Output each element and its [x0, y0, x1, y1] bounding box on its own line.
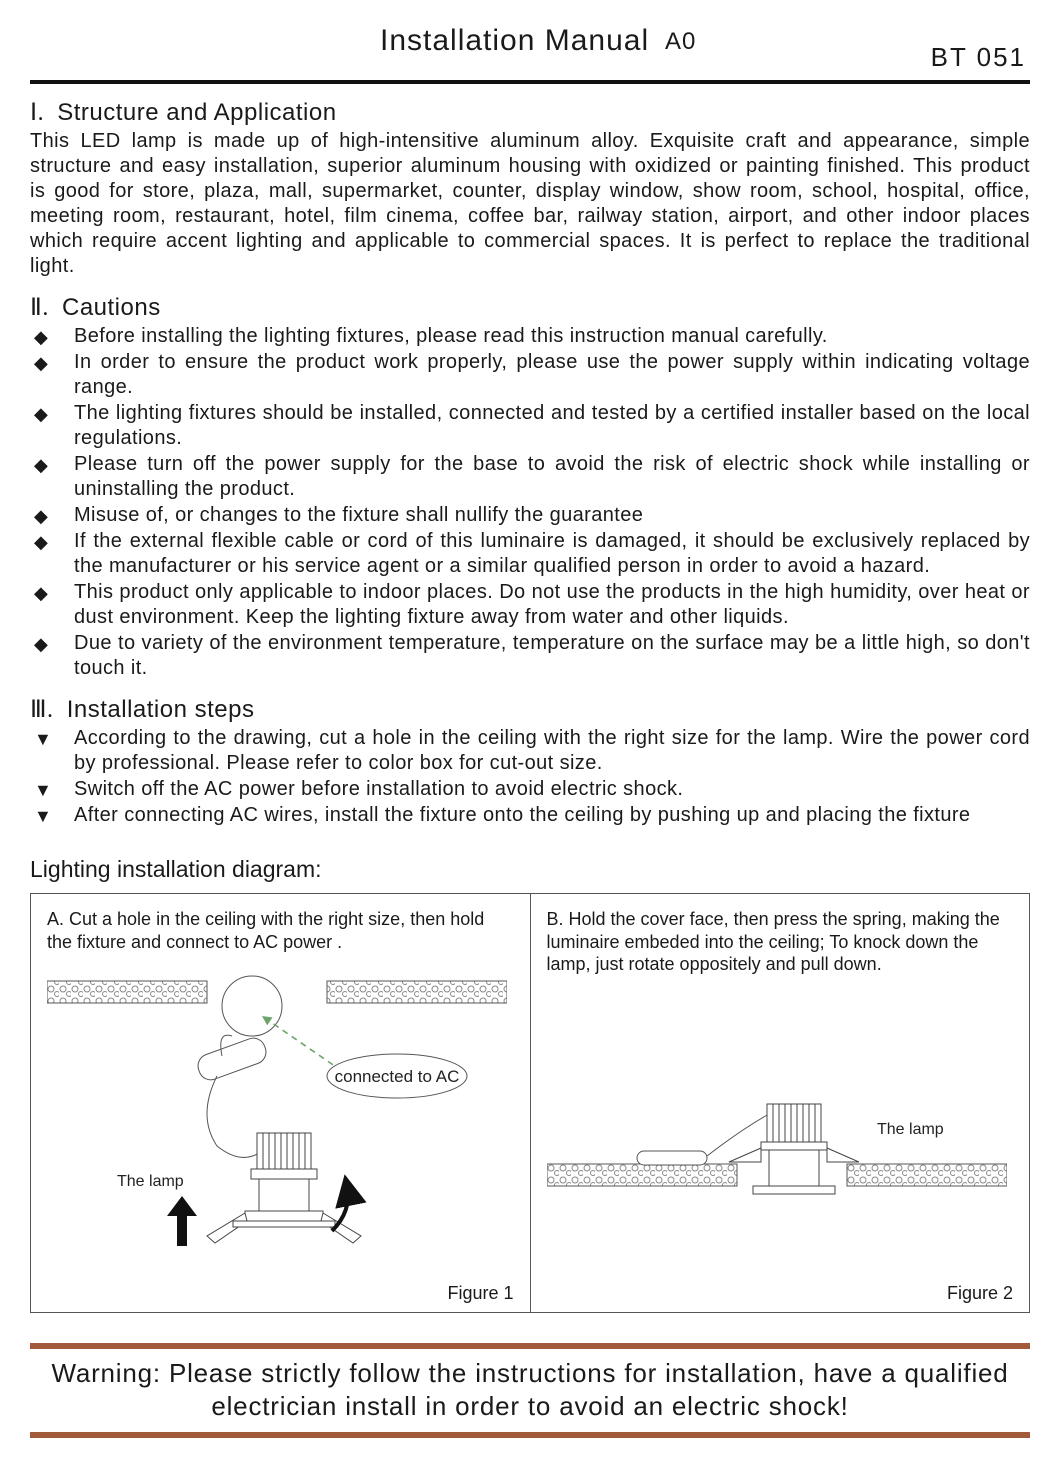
- list-item-text: In order to ensure the product work prop…: [74, 351, 1030, 398]
- panel-b-caption: B. Hold the cover face, then press the s…: [547, 908, 1014, 976]
- list-item: ◆ Before installing the lighting fixtures…: [30, 324, 1030, 349]
- section3-heading: Ⅲ. Installation steps: [30, 695, 1030, 724]
- list-item-text: If the external flexible cable or cord o…: [74, 530, 1030, 577]
- bullet-icon: ◆: [34, 582, 48, 605]
- list-item-text: This product only applicable to indoor p…: [74, 581, 1030, 628]
- doc-title: Installation Manual: [380, 24, 649, 58]
- steps-list: ▼ According to the drawing, cut a hole in…: [30, 726, 1030, 828]
- list-item: ◆ In order to ensure the product work pro…: [30, 350, 1030, 400]
- section3-numeral: Ⅲ.: [30, 697, 54, 723]
- section2-heading: Ⅱ. Cautions: [30, 293, 1030, 322]
- bullet-icon: ◆: [34, 531, 48, 554]
- figure-2-label: Figure 2: [947, 1283, 1013, 1304]
- callout-ac-text: connected to AC: [335, 1067, 460, 1086]
- list-item-text: After connecting AC wires, install the f…: [74, 804, 970, 826]
- diagram-title: Lighting installation diagram:: [30, 856, 1030, 883]
- list-item-text: The lighting fixtures should be installe…: [74, 402, 1030, 449]
- list-item-text: Switch off the AC power before installat…: [74, 778, 683, 800]
- bullet-icon: ◆: [34, 633, 48, 656]
- list-item: ◆ The lighting fixtures should be install…: [30, 401, 1030, 451]
- page: Installation Manual A0 BT 051 Ⅰ. Structu…: [0, 0, 1060, 1468]
- header-rule: [30, 80, 1030, 84]
- figure-1-svg: connected to AC: [47, 961, 507, 1261]
- bullet-icon: ◆: [34, 505, 48, 528]
- bullet-icon: ◆: [34, 403, 48, 426]
- cautions-list: ◆ Before installing the lighting fixtures…: [30, 324, 1030, 681]
- panel-a-lamp-label: The lamp: [117, 1173, 184, 1190]
- diagram-container: A. Cut a hole in the ceiling with the ri…: [30, 893, 1030, 1313]
- list-item: ◆ Please turn off the power supply for th…: [30, 452, 1030, 502]
- list-item: ◆ Due to variety of the environment tempe…: [30, 631, 1030, 681]
- list-item: ▼ After connecting AC wires, install the …: [30, 803, 1030, 828]
- section2-title: Cautions: [62, 294, 161, 321]
- bullet-icon: ▼: [34, 728, 52, 751]
- section3-title: Installation steps: [67, 696, 255, 723]
- doc-revision: A0: [665, 28, 696, 56]
- diagram-panel-b: B. Hold the cover face, then press the s…: [530, 894, 1030, 1312]
- bullet-icon: ▼: [34, 805, 52, 828]
- list-item-text: Please turn off the power supply for the…: [74, 453, 1030, 500]
- header: Installation Manual A0 BT 051: [30, 20, 1030, 80]
- warning-text: Warning: Please strictly follow the inst…: [36, 1357, 1024, 1422]
- figure-2-svg: The lamp: [547, 984, 1007, 1284]
- list-item-text: Due to variety of the environment temper…: [74, 632, 1030, 679]
- list-item-text: Misuse of, or changes to the fixture sha…: [74, 504, 643, 526]
- section2-numeral: Ⅱ.: [30, 295, 49, 321]
- list-item: ◆ This product only applicable to indoor …: [30, 580, 1030, 630]
- section1-body: This LED lamp is made up of high-intensi…: [30, 129, 1030, 279]
- list-item: ▼ According to the drawing, cut a hole in…: [30, 726, 1030, 776]
- section1-numeral: Ⅰ.: [30, 100, 44, 126]
- bullet-icon: ◆: [34, 326, 48, 349]
- product-code: BT 051: [931, 42, 1026, 73]
- bullet-icon: ◆: [34, 454, 48, 477]
- list-item-text: According to the drawing, cut a hole in …: [74, 727, 1030, 774]
- list-item: ◆ If the external flexible cable or cord …: [30, 529, 1030, 579]
- list-item: ▼ Switch off the AC power before installa…: [30, 777, 1030, 802]
- figure-1-label: Figure 1: [447, 1283, 513, 1304]
- bullet-icon: ◆: [34, 352, 48, 375]
- list-item: ◆ Misuse of, or changes to the fixture sh…: [30, 503, 1030, 528]
- bullet-icon: ▼: [34, 779, 52, 802]
- panel-b-lamp-label: The lamp: [877, 1121, 944, 1138]
- panel-a-caption: A. Cut a hole in the ceiling with the ri…: [47, 908, 514, 953]
- list-item-text: Before installing the lighting fixtures,…: [74, 325, 828, 347]
- section1-heading: Ⅰ. Structure and Application: [30, 98, 1030, 127]
- section1-title: Structure and Application: [57, 99, 336, 126]
- warning-block: Warning: Please strictly follow the inst…: [30, 1343, 1030, 1438]
- diagram-panel-a: A. Cut a hole in the ceiling with the ri…: [31, 894, 530, 1312]
